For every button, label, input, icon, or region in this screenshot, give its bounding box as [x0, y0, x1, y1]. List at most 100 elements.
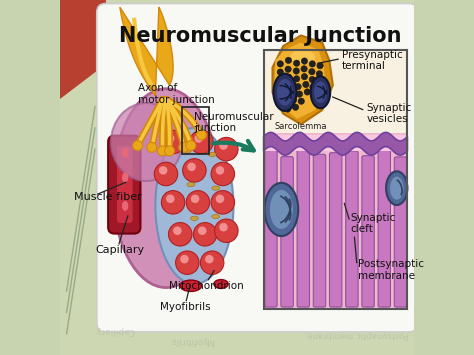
Ellipse shape — [208, 152, 216, 157]
Polygon shape — [60, 0, 106, 99]
Circle shape — [304, 89, 310, 95]
Circle shape — [283, 99, 289, 105]
Circle shape — [164, 146, 174, 156]
FancyBboxPatch shape — [362, 156, 374, 307]
Circle shape — [278, 77, 284, 83]
Circle shape — [301, 73, 308, 80]
FancyBboxPatch shape — [346, 151, 358, 307]
Circle shape — [290, 97, 297, 103]
Circle shape — [159, 166, 167, 175]
Circle shape — [216, 166, 224, 175]
Circle shape — [187, 163, 196, 171]
Bar — [264, 133, 407, 309]
Circle shape — [277, 69, 283, 75]
Circle shape — [309, 69, 315, 75]
Circle shape — [295, 83, 301, 90]
Text: Muscle fiber: Muscle fiber — [73, 192, 141, 202]
Circle shape — [277, 61, 283, 67]
Bar — [264, 50, 407, 133]
Circle shape — [191, 195, 200, 203]
Circle shape — [293, 68, 300, 74]
Polygon shape — [120, 7, 173, 96]
Circle shape — [219, 141, 228, 150]
Ellipse shape — [122, 201, 128, 211]
Circle shape — [190, 130, 213, 154]
Bar — [264, 50, 407, 309]
Polygon shape — [274, 43, 326, 119]
Circle shape — [161, 130, 185, 154]
Circle shape — [193, 223, 217, 246]
Circle shape — [168, 223, 192, 246]
Circle shape — [198, 226, 207, 235]
Circle shape — [216, 195, 224, 203]
Ellipse shape — [277, 79, 293, 106]
Ellipse shape — [273, 74, 296, 111]
Circle shape — [186, 191, 210, 214]
Ellipse shape — [314, 82, 327, 103]
Text: Mitochondrion: Mitochondrion — [169, 281, 244, 291]
Circle shape — [279, 84, 286, 91]
Text: Presynaptic
terminal: Presynaptic terminal — [342, 50, 402, 71]
Circle shape — [303, 81, 309, 88]
Circle shape — [173, 226, 182, 235]
Bar — [182, 106, 209, 154]
Circle shape — [157, 146, 167, 156]
Circle shape — [211, 162, 235, 186]
Text: Myofibrils: Myofibrils — [160, 302, 211, 312]
FancyBboxPatch shape — [281, 157, 293, 307]
Ellipse shape — [122, 173, 128, 182]
Circle shape — [285, 57, 292, 64]
Ellipse shape — [386, 171, 407, 205]
Circle shape — [289, 90, 295, 96]
Circle shape — [166, 195, 174, 203]
Circle shape — [293, 76, 300, 82]
FancyBboxPatch shape — [97, 4, 418, 332]
FancyBboxPatch shape — [264, 148, 277, 307]
Text: Synaptic
vesicles: Synaptic vesicles — [366, 103, 412, 124]
Text: Capillary: Capillary — [95, 245, 144, 255]
Circle shape — [147, 142, 157, 152]
Circle shape — [197, 130, 207, 140]
Circle shape — [285, 66, 292, 72]
Circle shape — [180, 255, 189, 263]
Circle shape — [301, 66, 307, 72]
FancyBboxPatch shape — [329, 153, 342, 307]
Text: Postsynaptic
membrane: Postsynaptic membrane — [358, 259, 424, 280]
Ellipse shape — [113, 89, 219, 288]
Circle shape — [298, 98, 304, 104]
Circle shape — [186, 141, 196, 151]
Circle shape — [133, 141, 143, 151]
Ellipse shape — [264, 183, 298, 236]
Text: Myofibrils: Myofibrils — [171, 336, 215, 345]
Circle shape — [175, 251, 199, 274]
Ellipse shape — [212, 186, 219, 190]
Circle shape — [194, 134, 203, 143]
Circle shape — [310, 84, 316, 90]
Ellipse shape — [122, 148, 128, 158]
Text: Axon of
motor junction: Axon of motor junction — [137, 83, 214, 105]
Circle shape — [287, 82, 293, 88]
Polygon shape — [273, 36, 333, 124]
Circle shape — [161, 191, 185, 214]
Ellipse shape — [214, 280, 228, 288]
Text: Sarcolemma: Sarcolemma — [274, 122, 327, 131]
Circle shape — [281, 92, 287, 98]
Ellipse shape — [187, 182, 195, 187]
Ellipse shape — [212, 214, 219, 219]
Circle shape — [211, 191, 235, 214]
Circle shape — [286, 74, 292, 81]
Circle shape — [309, 61, 316, 67]
Circle shape — [154, 162, 178, 186]
Circle shape — [293, 60, 300, 66]
Circle shape — [215, 219, 238, 242]
Circle shape — [284, 106, 291, 112]
Text: Neuromuscular
junction: Neuromuscular junction — [194, 112, 274, 133]
Circle shape — [182, 159, 206, 182]
Bar — [264, 135, 407, 151]
Polygon shape — [264, 132, 407, 155]
Circle shape — [219, 223, 228, 231]
Ellipse shape — [290, 50, 315, 64]
Circle shape — [179, 142, 189, 152]
Circle shape — [201, 251, 224, 274]
Circle shape — [296, 91, 303, 97]
